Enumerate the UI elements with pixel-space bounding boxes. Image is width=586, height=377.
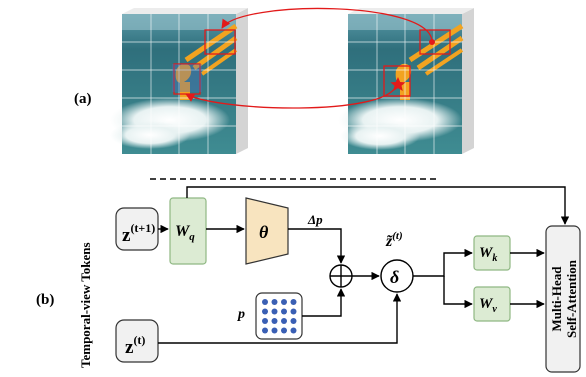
reference-point [262,327,268,334]
panel-b-label: (b) [36,292,54,308]
panel-a-label: (a) [74,91,92,107]
reference-point [281,299,287,305]
frame-t-plus-1 [338,8,474,154]
z-tilde-label: z̃(t) [385,230,403,250]
z-current-box [115,319,159,363]
z-next-label: z(t+1) [122,221,155,246]
delta-label: δ [390,267,399,287]
reference-point [290,308,297,315]
reference-point [281,327,287,334]
p-label: p [237,307,245,322]
reference-point [281,318,287,324]
z-current-label: z(t) [125,333,145,358]
reference-point [271,318,278,324]
frame-t [110,8,248,154]
temporal-view-tokens-title: Temporal-view Tokens [78,242,93,368]
wk-label: Wk [479,245,497,264]
reference-point [262,299,268,305]
wq-label: Wq [175,223,195,243]
wv-label: Wv [479,296,497,315]
multi-head-self-attention [545,225,581,373]
reference-point [262,308,268,315]
reference-point [281,308,287,315]
offset-network [245,197,289,265]
reference-point [262,318,268,324]
reference-point [290,318,297,324]
reference-point [290,299,297,305]
correspondence-arrow-top [221,7,433,43]
attention-line-2: Self-Attention [564,259,579,338]
reference-point [290,327,297,334]
theta-label: θ [259,222,269,242]
delta-p-label: Δp [307,212,323,227]
reference-point [271,299,278,305]
correspondence-arrow-bottom [185,85,397,109]
reference-grid-dots [262,299,297,334]
connectors [158,186,570,344]
reference-point [271,308,278,315]
reference-point [271,327,278,334]
attention-line-1: Multi-Head [549,266,564,332]
wq-projection [169,197,207,265]
